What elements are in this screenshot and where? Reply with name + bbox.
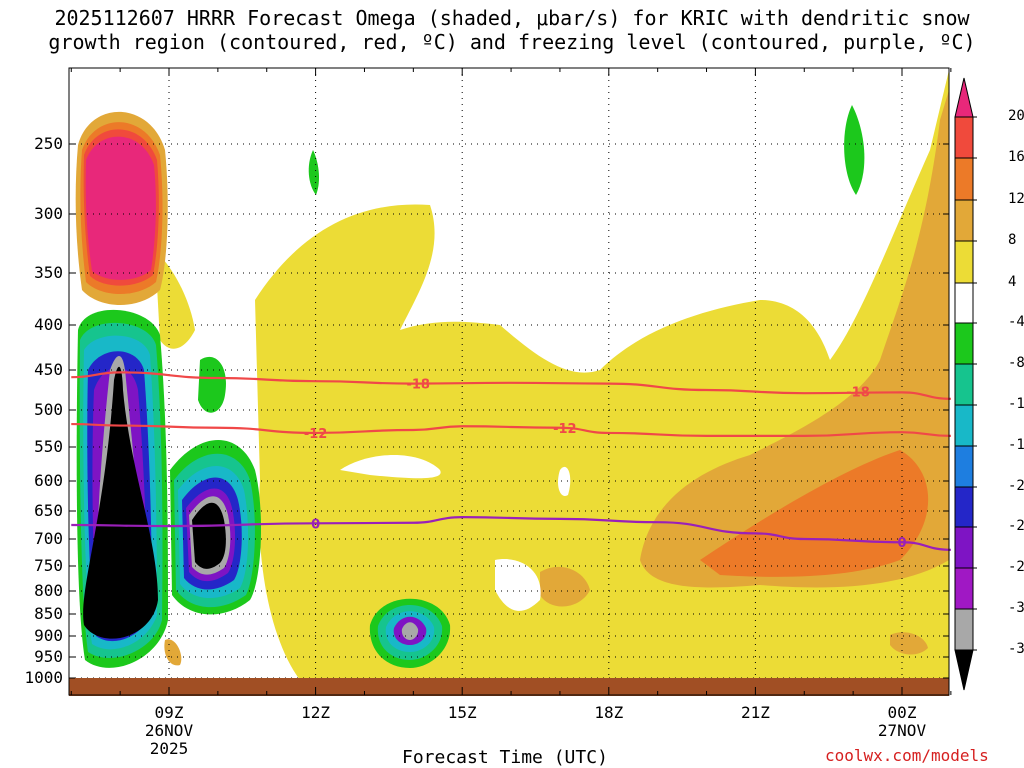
colorbar-label: -16	[1008, 437, 1024, 453]
x-tick-label: 15Z	[402, 704, 522, 722]
colorbar-segment	[954, 608, 974, 651]
colorbar-label: -8	[1008, 355, 1024, 371]
orange-region-core	[700, 450, 929, 577]
y-tick-label: 900	[34, 626, 63, 645]
colorbar-segment	[954, 486, 974, 528]
x-tick-hour: 12Z	[301, 703, 331, 722]
colorbar-segment	[954, 404, 974, 447]
x-tick-year: 2025	[149, 739, 189, 758]
colorbar-segment	[954, 526, 974, 569]
colorbar-segment	[954, 157, 974, 201]
colorbar-label: 16	[1008, 149, 1024, 165]
x-tick-date: 26NOV	[144, 721, 194, 740]
contour-line-1	[71, 422, 951, 438]
green-blob-3	[198, 356, 226, 413]
colorbar-segment	[954, 567, 974, 610]
y-tick-label: 850	[34, 604, 63, 623]
plot-frame	[68, 67, 950, 696]
credit-text: coolwx.com/models	[825, 746, 989, 765]
contour-label: -12	[553, 422, 577, 437]
chart-title-line2: growth region (contoured, red, ºC) and f…	[48, 30, 976, 54]
colorbar-segment	[954, 322, 974, 365]
colorbar-top-arrow	[954, 77, 974, 118]
white-gap-2	[557, 466, 571, 496]
y-tick-label: 600	[34, 471, 63, 490]
colorbar-label: 4	[1008, 274, 1017, 290]
colorbar	[954, 77, 977, 691]
colorbar-bottom-arrow	[954, 649, 974, 691]
colorbar-label: -20	[1008, 478, 1024, 494]
neg-mid-black	[192, 502, 226, 569]
x-tick-label: 09Z 26NOV 2025	[109, 704, 229, 758]
magenta-topleft	[85, 136, 156, 280]
yellow-region-mid	[262, 465, 467, 610]
yellow-left-lobe	[155, 250, 195, 349]
x-tick-date: 27NOV	[877, 721, 927, 740]
y-tick-label: 700	[34, 529, 63, 548]
colorbar-label: -4	[1008, 314, 1024, 330]
x-tick-label: 18Z	[549, 704, 669, 722]
contour-line-0	[71, 371, 951, 400]
x-tick-hour: 00Z	[887, 703, 917, 722]
y-tick-label: 400	[34, 315, 63, 334]
axis-ticks	[69, 68, 952, 695]
colorbar-segment	[954, 199, 974, 242]
contour-label: -18	[406, 378, 430, 393]
x-tick-label: 00Z 27NOV	[842, 704, 962, 740]
colorbar-label: -28	[1008, 559, 1024, 575]
temperature-contours: -18 -18 -12 -12 0 0	[71, 371, 951, 551]
contour-line-2	[71, 516, 951, 551]
x-tick-hour: 21Z	[740, 703, 770, 722]
colorbar-label: 8	[1008, 232, 1017, 248]
y-tick-label: 750	[34, 556, 63, 575]
colorbar-label: -12	[1008, 396, 1024, 412]
colorbar-label: -24	[1008, 518, 1024, 534]
neg-col-black	[83, 366, 158, 639]
y-tick-label: 500	[34, 400, 63, 419]
colorbar-segment	[954, 363, 974, 406]
colorbar-segment	[954, 116, 974, 159]
colorbar-segment	[954, 282, 974, 324]
contour-label: -18	[846, 386, 870, 401]
white-gap-1	[340, 455, 441, 479]
y-tick-label: 250	[34, 134, 63, 153]
y-tick-label: 1000	[24, 668, 63, 687]
y-tick-label: 550	[34, 437, 63, 456]
x-tick-hour: 15Z	[447, 703, 477, 722]
y-tick-label: 650	[34, 501, 63, 520]
x-tick-hour: 09Z	[154, 703, 184, 722]
colorbar-label: 20	[1008, 108, 1024, 124]
contour-label: -12	[304, 427, 328, 442]
orange-small	[540, 566, 590, 607]
orange-left-dot	[164, 639, 182, 666]
colorbar-label: -32	[1008, 600, 1024, 616]
x-tick-hour: 18Z	[594, 703, 624, 722]
colorbar-segment	[954, 240, 974, 284]
y-tick-label: 800	[34, 581, 63, 600]
colorbar-segment	[954, 445, 974, 488]
y-tick-label: 950	[34, 647, 63, 666]
colorbar-label: 12	[1008, 191, 1024, 207]
y-tick-label: 450	[34, 360, 63, 379]
y-tick-label: 350	[34, 263, 63, 282]
green-blob-2	[844, 105, 865, 195]
chart-title-line1: 2025112607 HRRR Forecast Omega (shaded, …	[54, 6, 970, 30]
green-blob-1	[308, 150, 320, 195]
white-gap-3	[495, 559, 541, 611]
ground-bar	[69, 678, 949, 696]
colorbar-label: -36	[1008, 641, 1024, 657]
x-axis-title: Forecast Time (UTC)	[402, 747, 608, 768]
contour-label: 0	[311, 517, 320, 532]
chart-title: 2025112607 HRRR Forecast Omega (shaded, …	[0, 6, 1024, 54]
orange-lower-right	[890, 632, 928, 655]
contour-label: 0	[897, 536, 906, 551]
x-tick-label: 21Z	[695, 704, 815, 722]
x-tick-label: 12Z	[256, 704, 376, 722]
y-tick-label: 300	[34, 204, 63, 223]
